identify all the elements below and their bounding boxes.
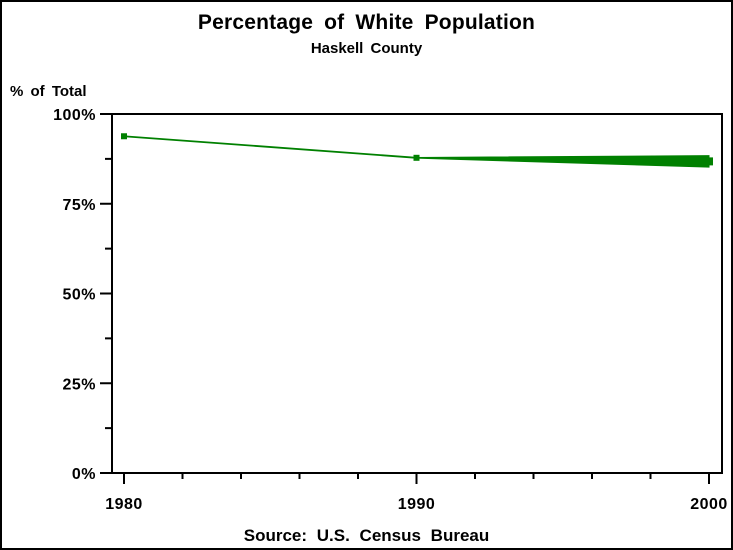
x-tick-label: 1990	[398, 496, 436, 513]
x-tick-label: 2000	[690, 496, 728, 513]
y-tick-label: 0%	[72, 466, 96, 483]
x-tick-label: 1980	[105, 496, 143, 513]
y-tick-label: 100%	[53, 107, 96, 124]
source-footnote: Source: U.S. Census Bureau	[243, 526, 490, 545]
chart-subtitle: Haskell County	[310, 40, 423, 57]
data-point-marker-1980	[121, 133, 127, 140]
data-point-marker-2000	[705, 157, 713, 166]
chart-title: Percentage of White Population	[197, 11, 536, 34]
y-tick-label: 25%	[62, 376, 96, 393]
series-band-wedge	[416, 155, 710, 168]
data-point-marker-1990	[413, 154, 420, 161]
y-tick-label: 75%	[62, 197, 96, 214]
plot-frame	[111, 113, 723, 474]
y-axis-label: % of Total	[10, 83, 87, 100]
series-line	[123, 135, 417, 159]
y-tick-label: 50%	[62, 287, 96, 304]
